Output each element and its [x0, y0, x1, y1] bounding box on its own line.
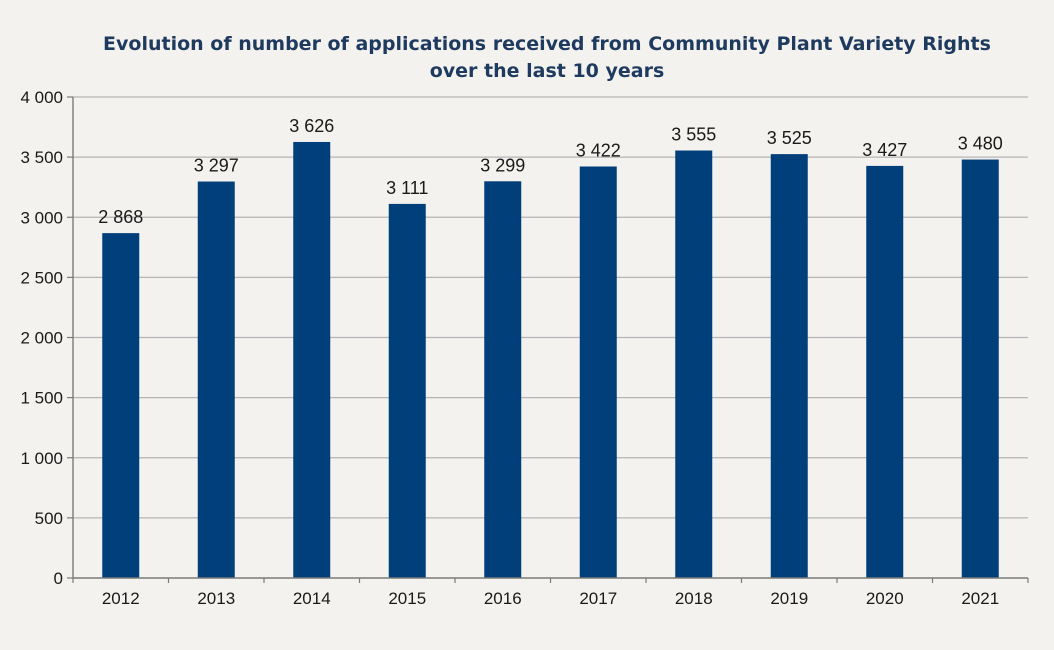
x-tick-label: 2018 [675, 589, 713, 608]
x-tick-label: 2013 [197, 589, 235, 608]
data-label-2018: 3 555 [671, 125, 716, 145]
bar-2012 [102, 233, 140, 579]
y-tick-label: 0 [54, 569, 63, 588]
data-label-2020: 3 427 [862, 140, 907, 160]
data-label-2014: 3 626 [289, 116, 334, 136]
x-tick-label: 2015 [388, 589, 426, 608]
y-tick-label: 500 [35, 509, 63, 528]
y-tick-label: 3 000 [20, 208, 63, 227]
x-tick-label: 2020 [866, 589, 904, 608]
bar-2020 [866, 165, 904, 578]
bar-2016 [484, 181, 522, 578]
bar-2015 [388, 203, 426, 578]
y-tick-label: 1 500 [20, 389, 63, 408]
data-label-2012: 2 868 [98, 207, 143, 227]
data-label-2017: 3 422 [576, 141, 621, 161]
data-label-2019: 3 525 [767, 128, 812, 148]
bar-2019 [770, 154, 808, 578]
bar-2021 [961, 159, 999, 578]
x-tick-label: 2017 [579, 589, 617, 608]
y-tick-label: 3 500 [20, 148, 63, 167]
bars [102, 141, 999, 579]
chart-title-line-1: Evolution of number of applications rece… [103, 33, 991, 55]
bar-2014 [293, 141, 331, 578]
x-tick-label: 2012 [102, 589, 140, 608]
axes [67, 96, 1029, 583]
bar-2018 [675, 150, 713, 579]
x-tick-label: 2021 [961, 589, 999, 608]
y-tick-label: 4 000 [20, 88, 63, 107]
data-label-2016: 3 299 [480, 155, 525, 175]
chart-title-line-2: over the last 10 years [429, 60, 665, 82]
bar-2017 [579, 166, 617, 578]
y-tick-label: 2 500 [20, 268, 63, 287]
data-label-2013: 3 297 [194, 156, 239, 176]
bar-2013 [197, 181, 235, 578]
labels: 0 500 1 000 1 500 2 000 2 500 3 000 3 500 4 000 2… [20, 88, 1002, 608]
x-tick-label: 2019 [770, 589, 808, 608]
data-label-2015: 3 111 [386, 178, 428, 198]
x-tick-label: 2016 [484, 589, 522, 608]
y-tick-label: 1 000 [20, 449, 63, 468]
data-label-2021: 3 480 [958, 134, 1003, 154]
y-tick-label: 2 000 [20, 329, 63, 348]
x-tick-label: 2014 [293, 589, 331, 608]
